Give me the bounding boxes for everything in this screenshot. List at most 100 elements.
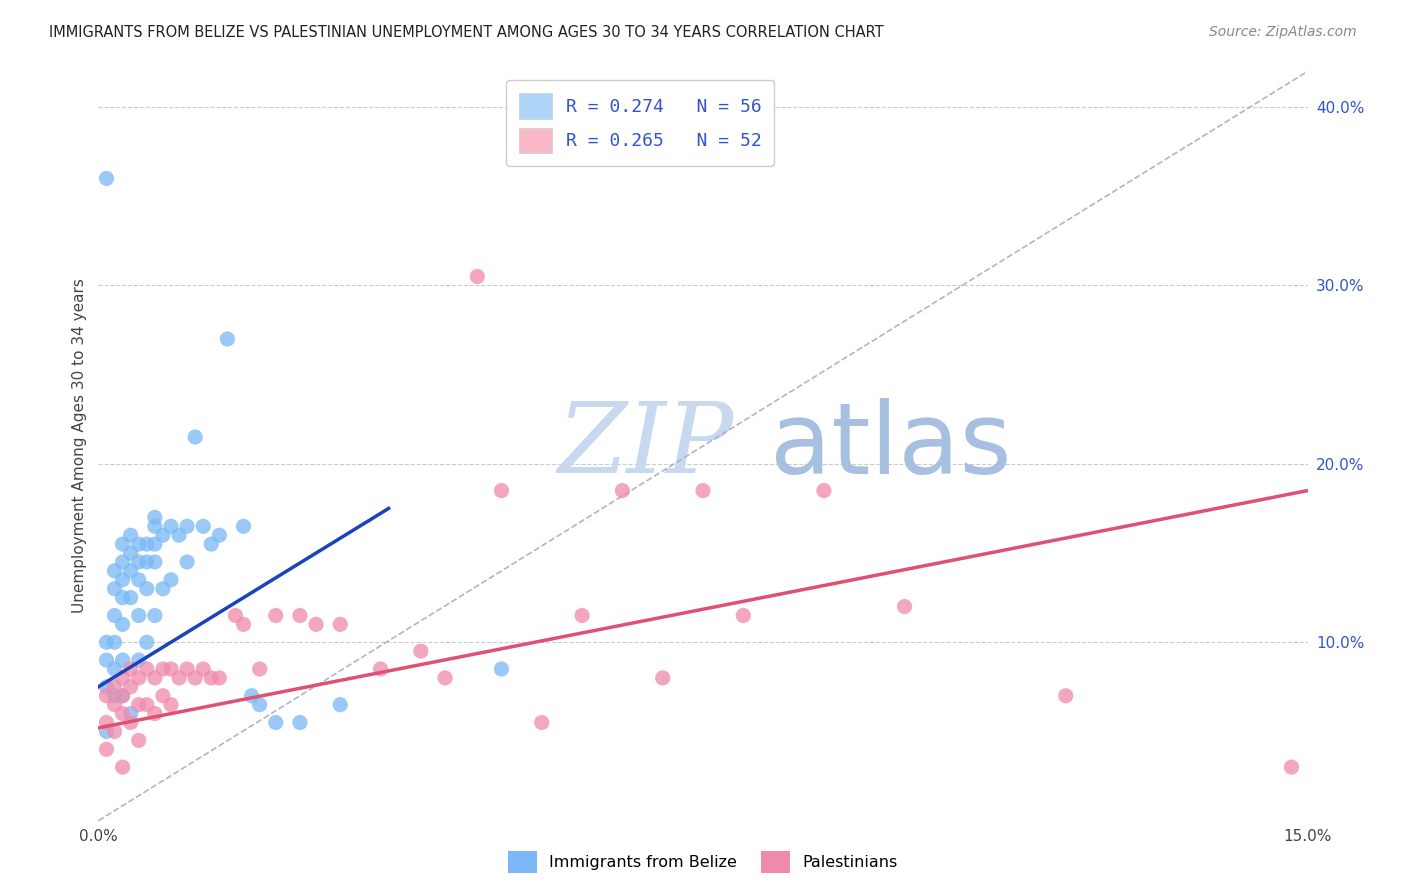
Point (103, 680, 125, 694)
Point (232, 617, 254, 632)
Point (651, 671, 673, 685)
Point (160, 662, 183, 676)
Point (893, 599, 915, 614)
Point (120, 546, 142, 560)
Point (135, 635, 157, 649)
Point (111, 760, 134, 774)
Point (184, 671, 207, 685)
Point (160, 519, 183, 533)
Point (143, 510, 166, 524)
Point (249, 698, 271, 712)
Point (96, 171, 118, 186)
Point (813, 483, 835, 498)
Point (612, 483, 634, 498)
Point (200, 537, 222, 551)
Text: Source: ZipAtlas.com: Source: ZipAtlas.com (1209, 25, 1357, 39)
Point (103, 608, 125, 623)
Point (692, 483, 714, 498)
Text: ZIP: ZIP (558, 399, 734, 493)
Point (103, 635, 125, 649)
Point (176, 519, 198, 533)
Point (208, 671, 231, 685)
Text: atlas: atlas (769, 398, 1011, 494)
Point (152, 582, 174, 596)
Point (152, 528, 174, 542)
Point (111, 706, 134, 721)
Point (184, 430, 207, 444)
Point (120, 662, 142, 676)
Point (329, 698, 352, 712)
Point (103, 564, 125, 578)
Point (128, 608, 150, 623)
Point (152, 689, 174, 703)
Point (143, 537, 166, 551)
Text: IMMIGRANTS FROM BELIZE VS PALESTINIAN UNEMPLOYMENT AMONG AGES 30 TO 34 YEARS COR: IMMIGRANTS FROM BELIZE VS PALESTINIAN UN… (49, 25, 884, 40)
Point (128, 698, 150, 712)
Legend: Immigrants from Belize, Palestinians: Immigrants from Belize, Palestinians (502, 844, 904, 880)
Point (120, 528, 142, 542)
Legend: R = 0.274   N = 56, R = 0.265   N = 52: R = 0.274 N = 56, R = 0.265 N = 52 (506, 80, 775, 166)
Point (111, 537, 134, 551)
Point (111, 689, 134, 703)
Point (143, 608, 166, 623)
Point (135, 698, 157, 712)
Point (1281, 760, 1303, 774)
Point (111, 591, 134, 605)
Point (120, 564, 142, 578)
Point (96, 724, 118, 739)
Point (167, 671, 190, 685)
Point (135, 582, 157, 596)
Point (128, 573, 150, 587)
Point (176, 662, 198, 676)
Point (120, 591, 142, 605)
Point (217, 332, 239, 346)
Point (240, 689, 263, 703)
Point (193, 662, 215, 676)
Point (208, 528, 231, 542)
Point (152, 662, 174, 676)
Point (103, 724, 125, 739)
Point (288, 715, 311, 730)
Point (111, 689, 134, 703)
Point (103, 689, 125, 703)
Point (103, 698, 125, 712)
Point (167, 528, 190, 542)
Point (1054, 689, 1077, 703)
Point (200, 671, 222, 685)
Point (96, 653, 118, 667)
Point (135, 662, 157, 676)
Point (143, 555, 166, 569)
Point (111, 653, 134, 667)
Point (143, 671, 166, 685)
Point (305, 617, 328, 632)
Point (103, 582, 125, 596)
Point (111, 617, 134, 632)
Point (176, 555, 198, 569)
Point (143, 519, 166, 533)
Point (571, 608, 593, 623)
Point (465, 269, 488, 284)
Point (103, 662, 125, 676)
Point (96, 742, 118, 756)
Point (135, 555, 157, 569)
Point (491, 483, 513, 498)
Y-axis label: Unemployment Among Ages 30 to 34 years: Unemployment Among Ages 30 to 34 years (72, 278, 87, 614)
Point (128, 537, 150, 551)
Point (120, 680, 142, 694)
Point (96, 635, 118, 649)
Point (329, 617, 352, 632)
Point (128, 653, 150, 667)
Point (264, 608, 287, 623)
Point (370, 662, 392, 676)
Point (128, 671, 150, 685)
Point (128, 733, 150, 747)
Point (193, 519, 215, 533)
Point (135, 537, 157, 551)
Point (120, 706, 142, 721)
Point (409, 644, 432, 658)
Point (111, 555, 134, 569)
Point (96, 680, 118, 694)
Point (264, 715, 287, 730)
Point (288, 608, 311, 623)
Point (224, 608, 246, 623)
